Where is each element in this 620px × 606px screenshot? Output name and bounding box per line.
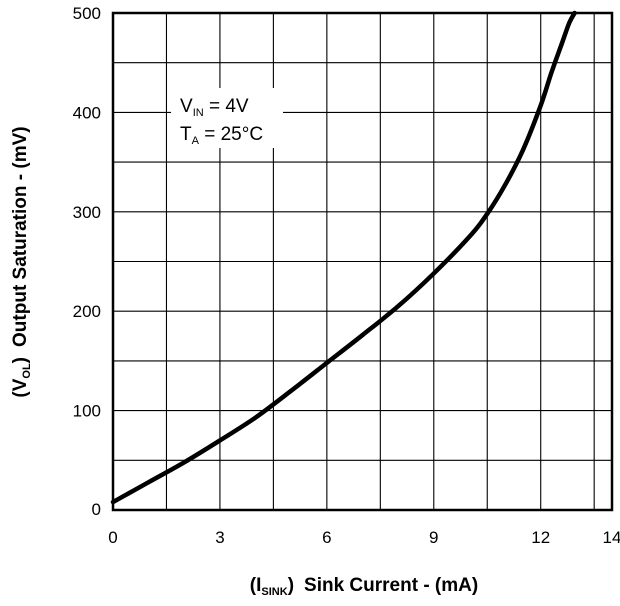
plot-frame	[111, 11, 614, 512]
x-tick-labels: 0 3 6 9 12 14	[108, 528, 620, 547]
y-axis-title: (VOL)Output Saturation - (mV)	[10, 126, 33, 397]
series-line	[110, 10, 577, 505]
x-tick-label: 14	[603, 528, 620, 547]
x-axis-title: (ISINK) Sink Current - (mA)	[250, 575, 478, 598]
grid-lines	[113, 13, 612, 510]
x-tick-label: 9	[429, 528, 438, 547]
x-tick-label: 12	[531, 528, 550, 547]
y-tick-labels: 0 100 200 300 400 500	[73, 4, 101, 519]
annotation-conditions: VIN = 4V TA = 25°C	[171, 88, 283, 148]
x-tick-label: 6	[322, 528, 331, 547]
x-tick-label: 0	[108, 528, 117, 547]
y-tick-label: 100	[73, 402, 101, 421]
y-tick-label: 300	[73, 203, 101, 222]
x-tick-label: 3	[215, 528, 224, 547]
annotation-background	[171, 88, 283, 148]
y-tick-label: 0	[92, 500, 101, 519]
y-tick-label: 400	[73, 103, 101, 122]
y-tick-label: 200	[73, 302, 101, 321]
y-tick-label: 500	[73, 4, 101, 23]
annotation-vin: VIN = 4V	[180, 96, 249, 119]
series-group	[110, 10, 577, 505]
annotation-ta: TA = 25°C	[180, 124, 263, 147]
